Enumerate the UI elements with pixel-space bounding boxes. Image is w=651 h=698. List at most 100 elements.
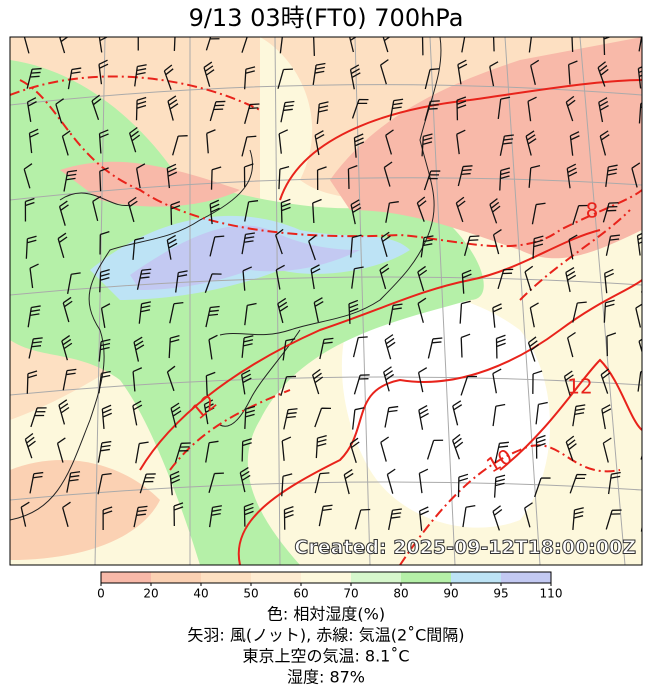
wind-barb bbox=[241, 369, 252, 395]
wind-barb bbox=[166, 163, 178, 189]
wind-barb bbox=[99, 231, 110, 255]
colorbar-bin bbox=[101, 572, 151, 583]
wind-barb bbox=[499, 167, 511, 191]
wind-barb bbox=[527, 96, 537, 122]
wind-barb bbox=[637, 369, 642, 392]
wind-barb bbox=[203, 399, 215, 425]
colorbar-tick-label: 50 bbox=[243, 587, 258, 601]
colorbar-bin bbox=[251, 572, 301, 583]
wind-barb bbox=[383, 161, 393, 187]
wind-barb bbox=[417, 297, 427, 323]
wind-barb bbox=[241, 335, 254, 358]
wind-barb bbox=[572, 404, 586, 427]
wind-barb bbox=[208, 334, 218, 360]
wind-barb bbox=[26, 67, 42, 89]
wind-barb bbox=[535, 401, 548, 425]
wind-barb bbox=[380, 436, 390, 462]
title: 9/13 03時(FT0) 700hPa bbox=[189, 4, 464, 32]
wind-barb bbox=[427, 337, 443, 359]
wind-barb bbox=[241, 135, 257, 157]
wind-barb bbox=[605, 164, 618, 187]
wind-barb bbox=[99, 268, 110, 293]
contour-label: 8 bbox=[586, 199, 599, 223]
wind-barb bbox=[388, 303, 403, 326]
wind-barb bbox=[280, 198, 291, 223]
wind-barb bbox=[455, 196, 466, 223]
wind-barb bbox=[457, 59, 468, 85]
wind-barb bbox=[24, 432, 36, 459]
wind-barb bbox=[457, 165, 473, 187]
wind-barb bbox=[281, 473, 293, 497]
wind-barb bbox=[279, 37, 293, 54]
wind-barb bbox=[379, 59, 389, 85]
created-stamp: Created: 2025-09-12T18:00:00Z bbox=[294, 537, 636, 559]
wind-barb bbox=[139, 473, 156, 494]
wind-barb bbox=[316, 166, 327, 190]
wind-barb bbox=[61, 130, 71, 156]
humidity-field bbox=[341, 291, 550, 528]
wind-barb bbox=[29, 471, 44, 494]
wind-barb bbox=[631, 162, 641, 188]
wind-barb bbox=[208, 505, 222, 528]
wind-barb bbox=[241, 232, 255, 255]
wind-barb bbox=[172, 135, 188, 156]
wind-barb bbox=[493, 474, 506, 498]
wind-barb bbox=[350, 234, 362, 258]
wind-barb bbox=[637, 63, 642, 89]
wind-barb bbox=[638, 100, 642, 124]
wind-barb bbox=[243, 502, 254, 527]
wind-barb bbox=[354, 508, 371, 530]
wind-barb bbox=[210, 166, 222, 190]
wind-barb bbox=[133, 336, 145, 362]
wind-barb bbox=[352, 336, 368, 358]
wind-barb bbox=[98, 370, 111, 394]
wind-barb bbox=[173, 502, 184, 527]
wind-barb bbox=[492, 229, 502, 255]
wind-barb bbox=[416, 196, 427, 222]
wind-barb bbox=[135, 441, 149, 464]
wind-barb bbox=[421, 37, 432, 56]
wind-barbs bbox=[20, 37, 651, 532]
wind-barb bbox=[381, 37, 393, 53]
colorbar-bin bbox=[301, 572, 351, 583]
wind-barb bbox=[23, 163, 33, 189]
wind-barb bbox=[644, 133, 651, 156]
wind-barb bbox=[203, 61, 215, 87]
wind-barb bbox=[132, 400, 143, 426]
wind-barb bbox=[58, 37, 70, 54]
humidity-field bbox=[330, 37, 642, 259]
wind-barb bbox=[312, 368, 324, 395]
wind-barb bbox=[319, 337, 334, 360]
wind-barb bbox=[313, 297, 324, 323]
wind-barb bbox=[209, 235, 225, 257]
wind-barb bbox=[640, 509, 642, 532]
wind-barb bbox=[62, 501, 71, 527]
wind-barb bbox=[635, 302, 642, 328]
wind-barb bbox=[98, 59, 109, 85]
colorbar-bin bbox=[201, 572, 251, 583]
wind-barb bbox=[25, 235, 37, 259]
wind-barb bbox=[351, 98, 369, 119]
wind-barb bbox=[641, 472, 642, 497]
wind-barb bbox=[239, 467, 251, 493]
wind-barb bbox=[318, 504, 333, 527]
colorbar-tick-label: 60 bbox=[293, 587, 308, 601]
wind-barb bbox=[418, 468, 429, 494]
legend-line: 色: 相対湿度(%) bbox=[267, 605, 385, 624]
wind-barb bbox=[418, 506, 429, 531]
wind-barb bbox=[275, 228, 284, 255]
wind-barb bbox=[244, 200, 259, 222]
wind-barb bbox=[349, 437, 360, 463]
wind-barb bbox=[24, 197, 35, 222]
wind-barb bbox=[497, 268, 514, 290]
wind-barb bbox=[456, 129, 466, 155]
colorbar-tick-label: 40 bbox=[193, 587, 208, 601]
wind-barb bbox=[280, 100, 295, 123]
wind-barb bbox=[492, 368, 502, 394]
wind-barb bbox=[492, 37, 503, 52]
wind-barb bbox=[645, 405, 651, 430]
wind-barb bbox=[98, 129, 109, 154]
wind-barb bbox=[136, 268, 152, 290]
wind-barb bbox=[27, 305, 41, 328]
wind-barb bbox=[352, 407, 365, 430]
